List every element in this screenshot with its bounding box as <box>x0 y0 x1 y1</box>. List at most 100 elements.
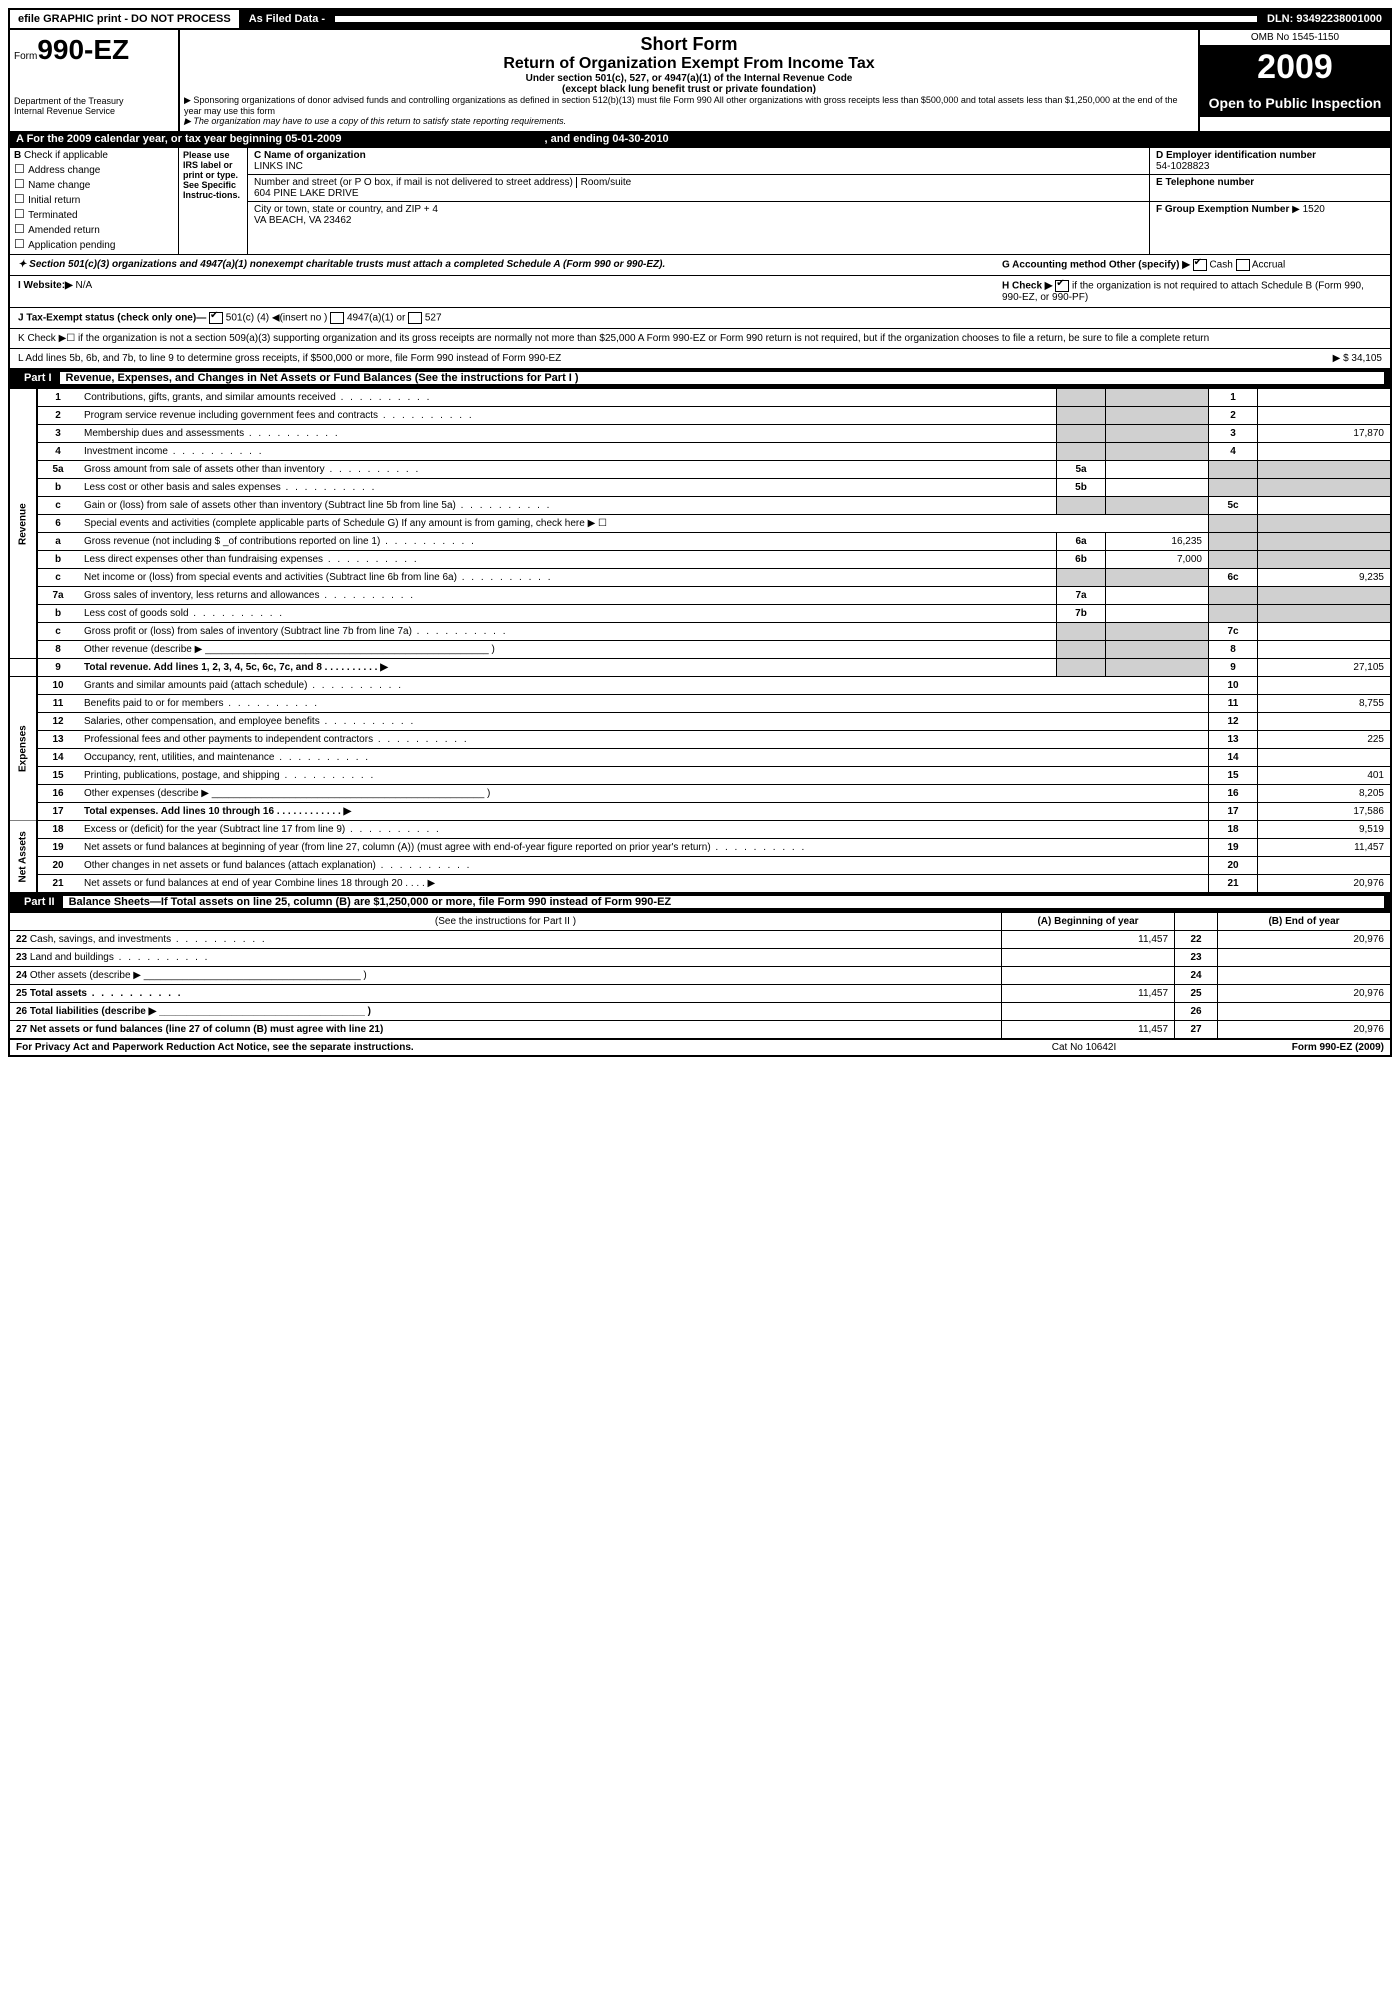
bs-23-rn: 23 <box>1175 949 1218 967</box>
line-1-desc: Contributions, gifts, grants, and simila… <box>78 389 1057 407</box>
col-b-header: (B) End of year <box>1218 913 1392 931</box>
bs-23-desc: Land and buildings <box>30 952 210 963</box>
header-row: Form990-EZ Department of the Treasury In… <box>8 30 1392 131</box>
short-form-label: Short Form <box>184 34 1194 55</box>
line-5b-mn: 5b <box>1057 479 1106 497</box>
line-15-rnum: 15 <box>1209 767 1258 785</box>
line-3-val: 17,870 <box>1258 425 1392 443</box>
line-8-desc: Other revenue (describe ▶ ______________… <box>78 641 1057 659</box>
accounting-method-label: G Accounting method Other (specify) ▶ <box>1002 260 1190 271</box>
accrual-label: Accrual <box>1252 260 1285 271</box>
line-6a-desc: Gross revenue (not including $ _of contr… <box>78 533 1057 551</box>
subtitle-2: (except black lung benefit trust or priv… <box>184 84 1194 95</box>
line-11-num: 11 <box>37 695 78 713</box>
line-7b-num: b <box>37 605 78 623</box>
efile-label: efile GRAPHIC print - DO NOT PROCESS <box>10 10 241 28</box>
subtitle-1: Under section 501(c), 527, or 4947(a)(1)… <box>184 73 1194 84</box>
chk-amended-return[interactable]: Amended return <box>14 222 174 236</box>
chk-initial-return[interactable]: Initial return <box>14 192 174 206</box>
line-16-desc: Other expenses (describe ▶ _____________… <box>78 785 1209 803</box>
line-7a-num: 7a <box>37 587 78 605</box>
line-2-rnum: 2 <box>1209 407 1258 425</box>
chk-address-change[interactable]: Address change <box>14 162 174 176</box>
org-c-label: C Name of organization <box>254 150 366 161</box>
chk-cash[interactable] <box>1193 259 1207 271</box>
line-9-val: 27,105 <box>1258 659 1392 677</box>
line-18-desc: Excess or (deficit) for the year (Subtra… <box>78 821 1209 839</box>
sponsor-note: ▶ Sponsoring organizations of donor advi… <box>184 95 1194 116</box>
h-check-block: H Check ▶ if the organization is not req… <box>1002 280 1382 303</box>
line-13-rnum: 13 <box>1209 731 1258 749</box>
line-17-num: 17 <box>37 803 78 821</box>
line-2-desc: Program service revenue including govern… <box>78 407 1057 425</box>
k-row: K Check ▶☐ if the organization is not a … <box>8 328 1392 348</box>
line-19-val: 11,457 <box>1258 839 1392 857</box>
line-15-val: 401 <box>1258 767 1392 785</box>
org-name: LINKS INC <box>254 161 303 172</box>
line-7b-desc: Less cost of goods sold <box>78 605 1057 623</box>
top-bar: efile GRAPHIC print - DO NOT PROCESS As … <box>8 8 1392 30</box>
bs-22-rn: 22 <box>1175 931 1218 949</box>
box-b-letter: B <box>14 150 21 161</box>
group-exemption-label: F Group Exemption Number <box>1156 204 1289 215</box>
org-info-row: B Check if applicable Address change Nam… <box>8 147 1392 254</box>
ein-label: D Employer identification number <box>1156 150 1316 161</box>
form-id-block: Form990-EZ Department of the Treasury In… <box>10 30 180 131</box>
header-title-block: Short Form Return of Organization Exempt… <box>180 30 1198 131</box>
bs-24-num: 24 <box>16 970 27 981</box>
j-4947-text: 4947(a)(1) or <box>347 313 405 324</box>
chk-application-pending[interactable]: Application pending <box>14 237 174 251</box>
footer-formno: Form 990-EZ (2009) <box>1184 1042 1384 1053</box>
chk-527[interactable] <box>408 312 422 324</box>
chk-501c[interactable] <box>209 312 223 324</box>
chk-name-change[interactable]: Name change <box>14 177 174 191</box>
chk-h-schedule-b[interactable] <box>1055 280 1069 292</box>
line-14-rnum: 14 <box>1209 749 1258 767</box>
revenue-side-label: Revenue <box>9 389 37 659</box>
line-12-num: 12 <box>37 713 78 731</box>
chk-4947[interactable] <box>330 312 344 324</box>
line-8-val <box>1258 641 1392 659</box>
line-15-num: 15 <box>37 767 78 785</box>
line-5a-num: 5a <box>37 461 78 479</box>
line-10-rnum: 10 <box>1209 677 1258 695</box>
line-12-val <box>1258 713 1392 731</box>
line-6b-mv: 7,000 <box>1106 551 1209 569</box>
line-5b-num: b <box>37 479 78 497</box>
line-19-num: 19 <box>37 839 78 857</box>
group-exemption-value: ▶ 1520 <box>1292 204 1325 215</box>
chk-terminated[interactable]: Terminated <box>14 207 174 221</box>
expenses-side-label: Expenses <box>9 677 37 821</box>
line-19-rnum: 19 <box>1209 839 1258 857</box>
line-8-num: 8 <box>37 641 78 659</box>
bs-24-desc: Other assets (describe ▶ _______________… <box>30 970 367 981</box>
line-1-val <box>1258 389 1392 407</box>
line-8-rnum: 8 <box>1209 641 1258 659</box>
bs-22-a: 11,457 <box>1002 931 1175 949</box>
phone-label: E Telephone number <box>1156 177 1254 188</box>
line-13-val: 225 <box>1258 731 1392 749</box>
section-a-text: A For the 2009 calendar year, or tax yea… <box>16 133 341 145</box>
line-6-desc: Special events and activities (complete … <box>78 515 1209 533</box>
netassets-side-label: Net Assets <box>9 821 37 893</box>
line-7b-mn: 7b <box>1057 605 1106 623</box>
h-label: H Check ▶ <box>1002 281 1052 292</box>
balance-sheet-table: (See the instructions for Part II ) (A) … <box>8 912 1392 1039</box>
bs-23-num: 23 <box>16 952 27 963</box>
line-17-val: 17,586 <box>1258 803 1392 821</box>
col-a-header: (A) Beginning of year <box>1002 913 1175 931</box>
org-city: VA BEACH, VA 23462 <box>254 215 351 226</box>
line-14-val <box>1258 749 1392 767</box>
topbar-spacer <box>335 16 1259 22</box>
line-6-num: 6 <box>37 515 78 533</box>
line-4-num: 4 <box>37 443 78 461</box>
line-10-desc: Grants and similar amounts paid (attach … <box>78 677 1209 695</box>
line-6b-num: b <box>37 551 78 569</box>
line-6a-mn: 6a <box>1057 533 1106 551</box>
line-4-val <box>1258 443 1392 461</box>
line-6c-val: 9,235 <box>1258 569 1392 587</box>
line-9-desc: Total revenue. Add lines 1, 2, 3, 4, 5c,… <box>78 659 1057 677</box>
line-14-num: 14 <box>37 749 78 767</box>
bs-25-desc: Total assets <box>30 988 183 999</box>
chk-accrual[interactable] <box>1236 259 1250 271</box>
